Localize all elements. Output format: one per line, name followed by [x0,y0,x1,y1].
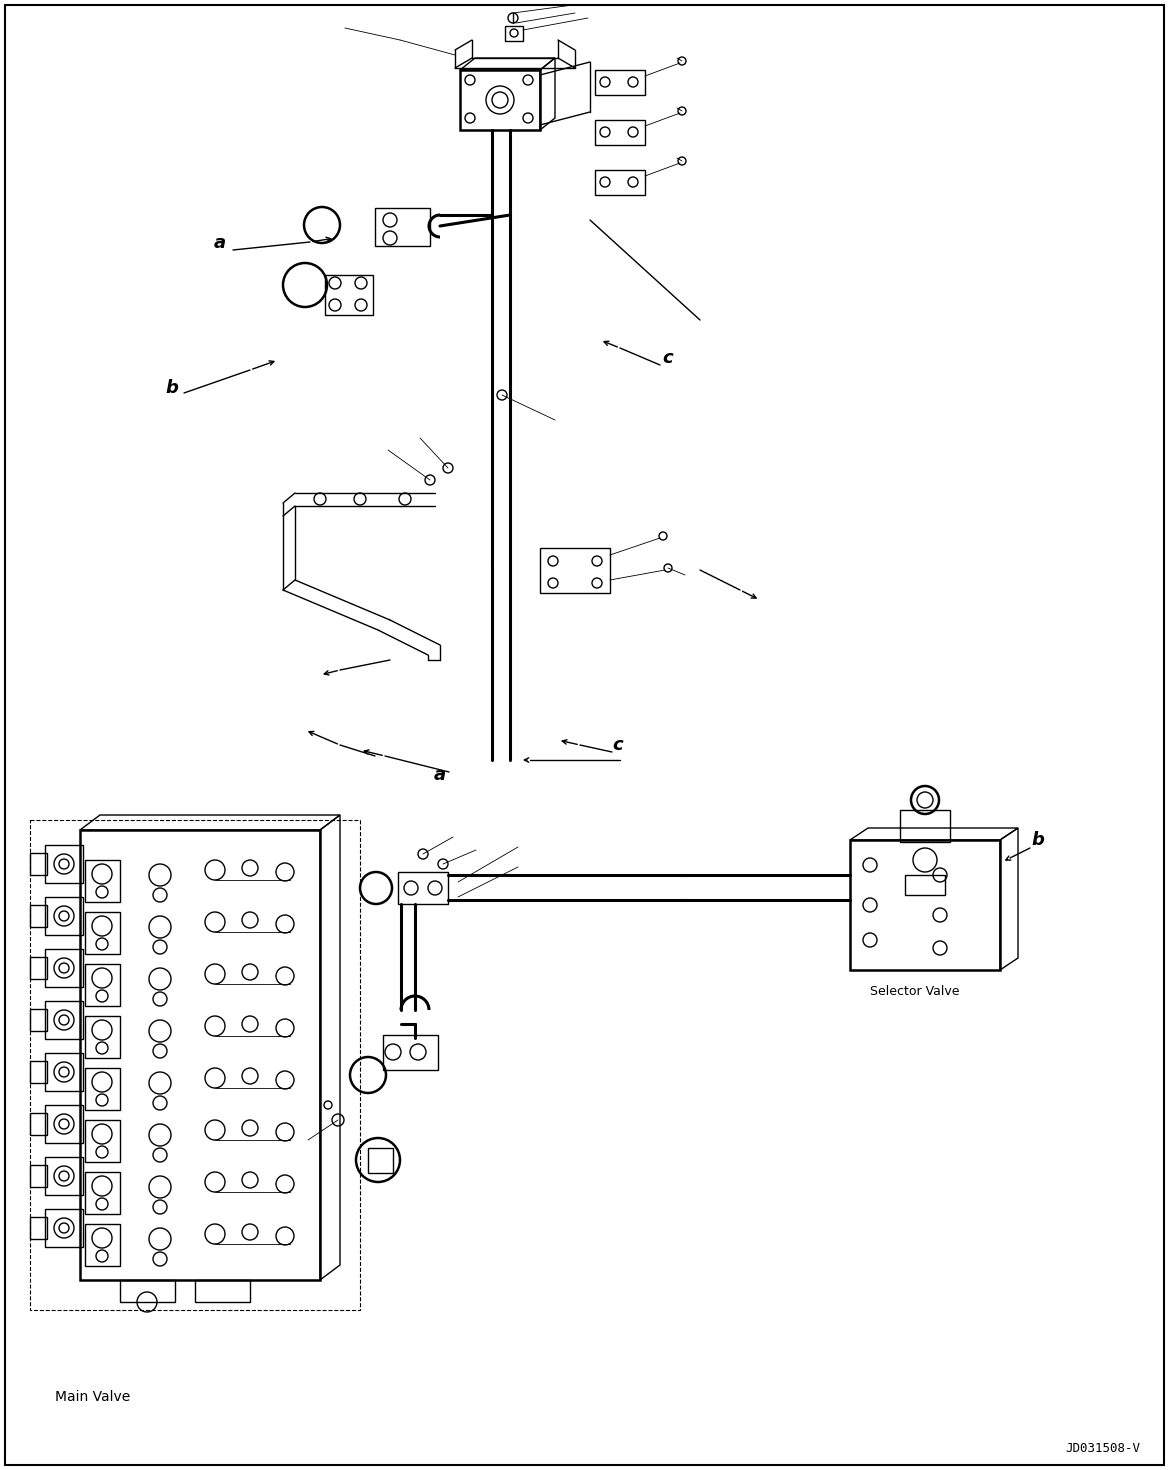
Bar [850,839,999,970]
Bar [85,1016,120,1058]
Text: b: b [166,379,179,397]
Bar [85,860,120,903]
Bar [905,875,945,895]
Bar [30,1061,47,1083]
Bar [505,26,523,41]
Bar [30,1166,47,1186]
Text: b: b [1031,831,1044,850]
Bar [85,1172,120,1214]
Bar [195,1280,250,1302]
Circle shape [58,1223,69,1233]
Bar [30,1113,47,1135]
Text: c: c [613,736,623,754]
Bar [595,71,645,96]
Bar [120,1280,175,1302]
Bar [44,845,83,883]
Bar [44,1157,83,1195]
Bar [85,964,120,1005]
Bar [397,872,448,904]
Text: Main Valve: Main Valve [55,1391,130,1404]
Text: Selector Valve: Selector Valve [870,985,960,998]
Circle shape [58,858,69,869]
Bar [44,897,83,935]
Bar [79,831,320,1280]
Bar [595,171,645,196]
Circle shape [58,1119,69,1129]
Bar [85,1120,120,1161]
Bar [30,1008,47,1030]
Bar [30,957,47,979]
Circle shape [58,911,69,922]
Bar [44,950,83,986]
Circle shape [492,93,509,107]
Bar [30,906,47,928]
Bar [383,1035,438,1070]
Bar [30,820,360,1310]
Circle shape [58,1014,69,1025]
Bar [900,810,950,842]
Bar [325,275,373,315]
Text: c: c [663,348,673,368]
Circle shape [58,1067,69,1078]
Bar [595,121,645,146]
Bar [375,207,430,245]
Circle shape [58,1172,69,1180]
Bar [85,1225,120,1266]
Bar [459,71,540,129]
Text: JD031508-V: JD031508-V [1065,1442,1140,1455]
Bar [44,1001,83,1039]
Bar [30,1217,47,1239]
Bar [44,1053,83,1091]
Bar [540,548,610,592]
Bar [368,1148,393,1173]
Bar [85,1069,120,1110]
Text: a: a [434,766,447,784]
Circle shape [58,963,69,973]
Bar [44,1208,83,1247]
Text: a: a [214,234,226,251]
Bar [30,853,47,875]
Bar [85,911,120,954]
Bar [44,1105,83,1144]
